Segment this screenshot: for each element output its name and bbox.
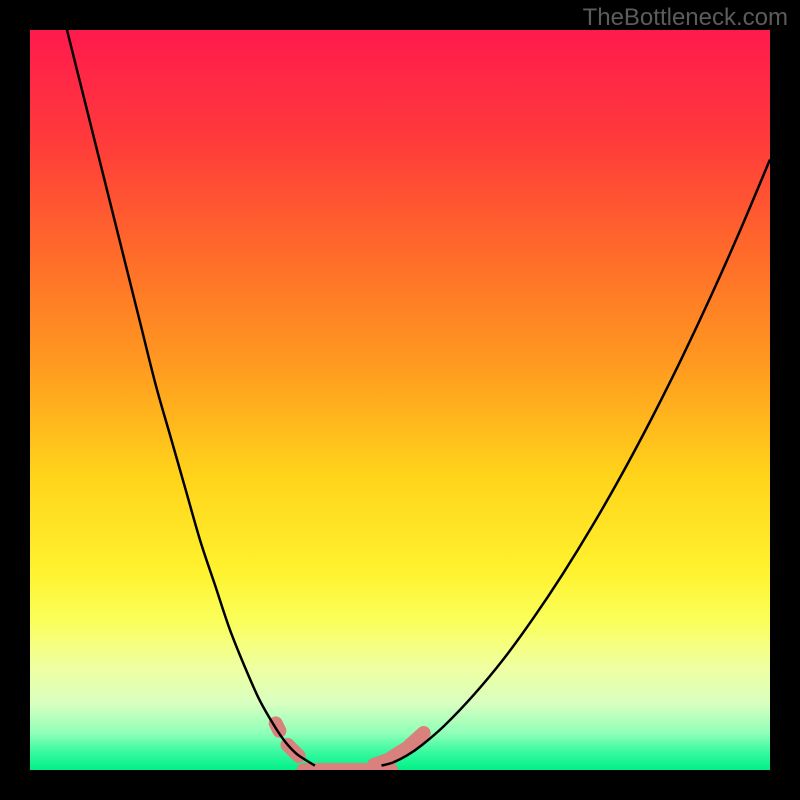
chart-plot-area xyxy=(30,30,770,770)
chart-background xyxy=(30,30,770,770)
highlight-segment xyxy=(410,733,424,746)
chart-svg xyxy=(30,30,770,770)
watermark-text: TheBottleneck.com xyxy=(583,4,788,32)
